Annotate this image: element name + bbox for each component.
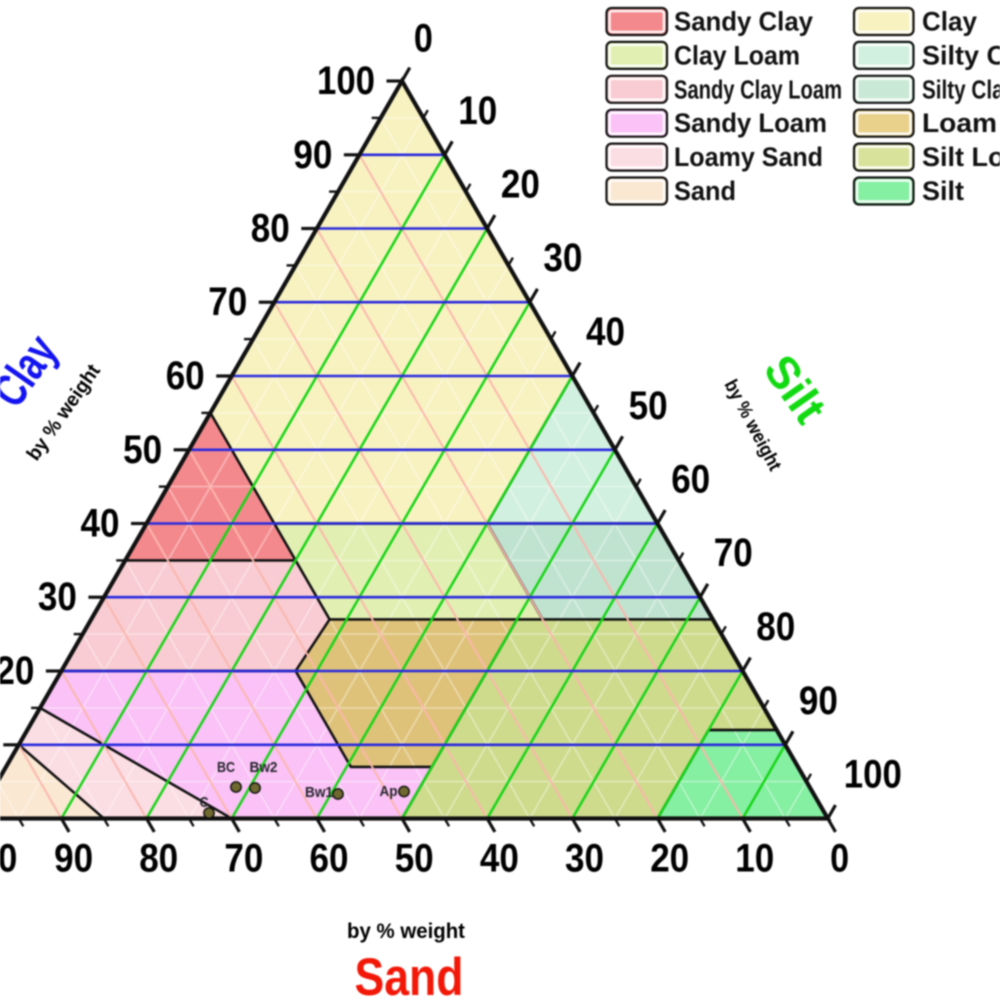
svg-text:Bw2: Bw2 <box>250 759 278 776</box>
svg-text:100: 100 <box>844 753 902 797</box>
svg-text:40: 40 <box>81 502 120 546</box>
svg-text:50: 50 <box>123 428 162 472</box>
svg-text:70: 70 <box>714 531 753 575</box>
svg-text:40: 40 <box>586 310 625 354</box>
svg-text:C: C <box>200 794 209 811</box>
svg-text:50: 50 <box>629 384 668 428</box>
svg-text:30: 30 <box>543 236 582 280</box>
svg-text:70: 70 <box>224 837 263 881</box>
svg-text:90: 90 <box>799 679 838 723</box>
svg-text:Clay: Clay <box>922 7 977 37</box>
svg-text:90: 90 <box>293 133 332 177</box>
svg-text:10: 10 <box>735 837 774 881</box>
svg-text:0: 0 <box>830 837 849 881</box>
svg-text:Loam: Loam <box>922 108 997 138</box>
svg-text:30: 30 <box>565 837 604 881</box>
svg-text:Clay Loam: Clay Loam <box>674 40 800 70</box>
svg-text:80: 80 <box>139 837 178 881</box>
svg-text:80: 80 <box>756 605 795 649</box>
svg-text:Sand: Sand <box>674 176 736 206</box>
svg-text:70: 70 <box>208 280 247 324</box>
svg-text:Ap: Ap <box>380 783 398 800</box>
svg-text:Sandy Clay Loam: Sandy Clay Loam <box>674 76 842 104</box>
svg-text:Sand: Sand <box>355 948 464 1000</box>
svg-text:Silty Clay Loam: Silty Clay Loam <box>922 76 1000 104</box>
svg-text:40: 40 <box>480 837 519 881</box>
svg-text:60: 60 <box>671 458 710 502</box>
svg-text:20: 20 <box>650 837 689 881</box>
svg-text:Loamy Sand: Loamy Sand <box>674 142 823 172</box>
svg-text:30: 30 <box>38 575 77 619</box>
svg-text:Silt Loam: Silt Loam <box>922 142 1000 172</box>
svg-text:90: 90 <box>54 837 93 881</box>
svg-text:80: 80 <box>251 207 290 251</box>
svg-text:Sandy Loam: Sandy Loam <box>674 108 827 138</box>
svg-text:Sandy Clay: Sandy Clay <box>674 7 813 37</box>
svg-text:100: 100 <box>317 59 375 103</box>
svg-text:20: 20 <box>501 163 540 207</box>
svg-text:60: 60 <box>166 354 205 398</box>
svg-text:Bw1: Bw1 <box>305 784 333 801</box>
svg-text:BC: BC <box>217 759 235 776</box>
svg-text:Silt: Silt <box>922 176 964 206</box>
svg-text:10: 10 <box>458 89 497 133</box>
svg-text:0: 0 <box>414 17 433 61</box>
svg-text:50: 50 <box>395 837 434 881</box>
svg-text:Silty Clay: Silty Clay <box>922 40 1000 70</box>
svg-text:by % weight: by % weight <box>347 920 465 943</box>
svg-text:60: 60 <box>310 837 349 881</box>
svg-text:100: 100 <box>0 837 17 881</box>
svg-text:20: 20 <box>0 649 34 693</box>
